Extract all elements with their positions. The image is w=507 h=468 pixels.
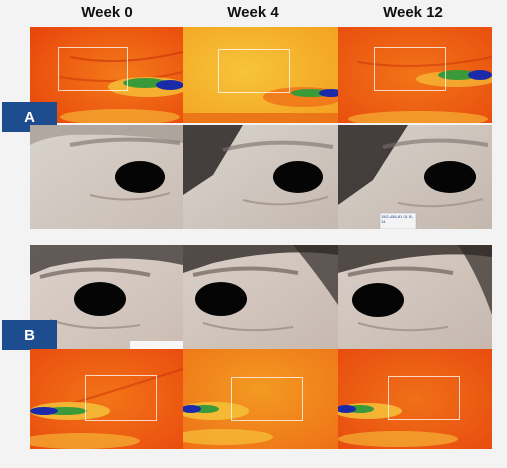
header-week-4: Week 4 xyxy=(227,4,279,21)
thermal-map-a-week-4 xyxy=(183,27,338,123)
group-b-label: B xyxy=(2,320,57,350)
thermal-map-b-week-12 xyxy=(338,349,492,449)
photo-b-week-12 xyxy=(338,245,492,349)
header-week-0: Week 0 xyxy=(81,4,133,21)
header-week-12: Week 12 xyxy=(383,4,443,21)
photo-b-week-4 xyxy=(183,245,338,349)
thermal-map-b-week-0 xyxy=(30,349,183,449)
sample-sticker: 15G-456-81 01 B-14 xyxy=(381,214,414,224)
photo-a-week-0 xyxy=(30,125,183,229)
thermal-map-b-week-4 xyxy=(183,349,338,449)
photo-a-week-12: 15G-456-81 01 B-14 xyxy=(338,125,492,229)
thermal-map-a-week-12 xyxy=(338,27,492,123)
photo-a-week-4 xyxy=(183,125,338,229)
